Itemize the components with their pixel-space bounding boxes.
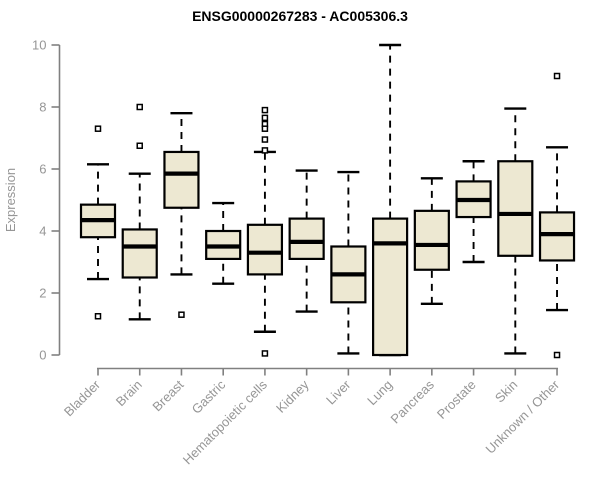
box-group-bladder: [79, 125, 117, 320]
x-tick-label-pancreas: Pancreas: [388, 377, 438, 427]
outlier-point: [261, 147, 269, 154]
outlier-point: [136, 103, 143, 111]
outlier-point: [553, 72, 561, 80]
outlier-point: [136, 142, 143, 149]
outlier-point: [261, 114, 269, 122]
outlier-point: [553, 351, 561, 359]
y-axis: 0 2 4 6 8 10 Expression: [3, 38, 61, 363]
y-tick-label: 8: [39, 100, 46, 115]
y-tick-label: 6: [39, 162, 46, 177]
outlier-point: [94, 313, 102, 320]
box: [121, 228, 158, 279]
box: [246, 223, 284, 276]
outlier-point: [94, 125, 102, 132]
outlier-point: [261, 350, 269, 357]
outlier-point: [261, 106, 269, 114]
x-tick-label-breast: Breast: [149, 377, 186, 414]
y-tick-label: 0: [39, 348, 46, 363]
x-tick-label-skin: Skin: [492, 377, 520, 405]
x-tick-label-gastric: Gastric: [189, 377, 229, 417]
box-group-brain: [121, 103, 158, 321]
box-group-gastric: [205, 201, 242, 285]
outlier-point: [261, 125, 269, 132]
box: [288, 217, 325, 261]
x-tick-label-brain: Brain: [113, 377, 145, 409]
box: [163, 150, 200, 209]
x-tick-label-unknown-other: Unknown / Other: [483, 377, 563, 457]
y-tick-label: 2: [39, 286, 46, 301]
box-group-unknown-other: [538, 72, 576, 359]
box: [538, 211, 576, 262]
chart-title: ENSG00000267283 - AC005306.3: [192, 8, 408, 24]
outlier-point: [261, 136, 269, 143]
box-group-hematopoietic-cells: [246, 106, 284, 357]
y-tick-label: 4: [39, 224, 46, 239]
y-tick-label: 10: [32, 38, 46, 53]
box: [372, 217, 409, 357]
box: [497, 160, 534, 257]
box-group-breast: [163, 111, 200, 318]
y-axis-title: Expression: [3, 168, 18, 232]
box-group-liver: [330, 170, 367, 355]
x-tick-label-lung: Lung: [364, 377, 395, 408]
x-tick-label-liver: Liver: [323, 377, 354, 408]
x-tick-label-prostate: Prostate: [434, 377, 479, 422]
box-group-lung: [372, 43, 409, 357]
x-tick-label-bladder: Bladder: [61, 377, 104, 420]
box-group-skin: [497, 107, 534, 355]
box-group-kidney: [288, 169, 325, 313]
box: [413, 209, 450, 271]
outlier-point: [178, 311, 185, 318]
x-tick-label-kidney: Kidney: [273, 377, 312, 416]
box-group-prostate: [455, 160, 492, 264]
box-group-pancreas: [413, 177, 450, 306]
